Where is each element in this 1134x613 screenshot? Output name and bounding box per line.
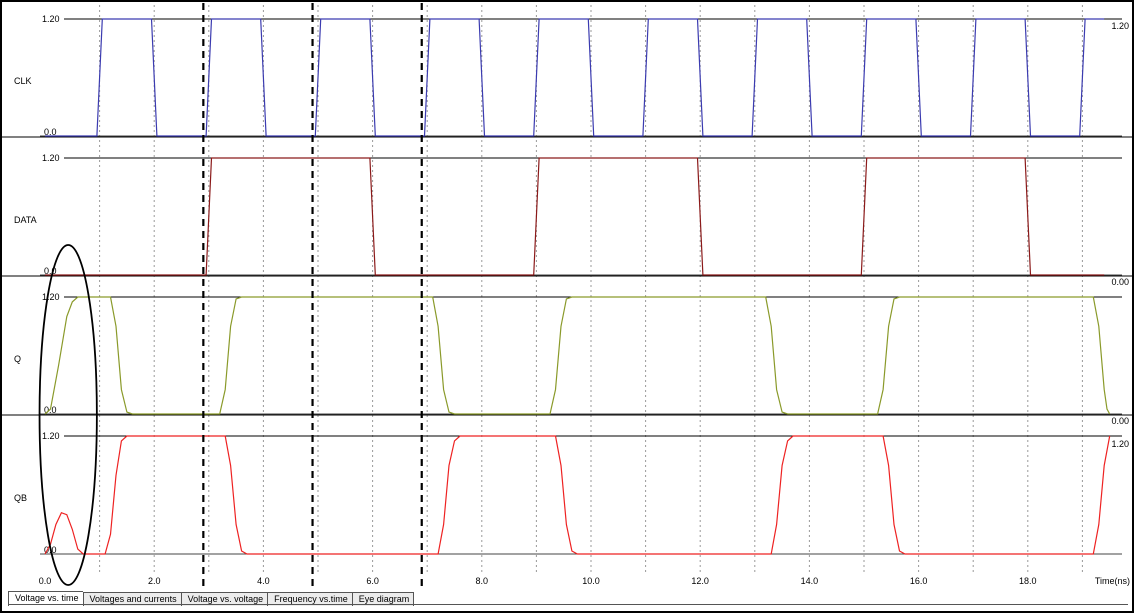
tab-voltages-and-currents[interactable]: Voltages and currents bbox=[82, 592, 181, 606]
clk-ymin-label: 0.0 bbox=[44, 127, 57, 137]
panel-q: 1.200.00.00Q bbox=[14, 292, 1129, 426]
qb-ymax-label: 1.20 bbox=[42, 431, 60, 441]
x-tick-label: 4.0 bbox=[257, 576, 270, 586]
tab-voltage-vs-time[interactable]: Voltage vs. time bbox=[8, 591, 83, 606]
x-tick-label: 0.0 bbox=[39, 576, 52, 586]
highlight-ellipse bbox=[38, 244, 98, 586]
tab-eye-diagram[interactable]: Eye diagram bbox=[351, 592, 415, 606]
panel-clk: 1.20 0.0 1.20 CLK bbox=[14, 14, 1129, 137]
tab-frequency-vs-time[interactable]: Frequency vs.time bbox=[267, 592, 352, 606]
data-value-label: 0.00 bbox=[1111, 277, 1129, 287]
data-ymax-label: 1.20 bbox=[42, 153, 60, 163]
signal-name-q: Q bbox=[14, 354, 21, 364]
q-value-label: 0.00 bbox=[1111, 416, 1129, 426]
tab-bar: Voltage vs. time Voltages and currents Vol… bbox=[8, 590, 415, 606]
x-tick-label: 18.0 bbox=[1019, 576, 1037, 586]
clk-ymax-label: 1.20 bbox=[42, 14, 60, 24]
signal-name-clk: CLK bbox=[14, 76, 32, 86]
signal-name-qb: QB bbox=[14, 493, 27, 503]
waveform-data bbox=[45, 157, 1105, 276]
x-tick-label: 12.0 bbox=[691, 576, 709, 586]
tab-bar-baseline bbox=[8, 604, 1128, 605]
x-axis-label: Time(ns) bbox=[1095, 576, 1130, 586]
waveform-q bbox=[44, 296, 1111, 415]
x-tick-label: 10.0 bbox=[582, 576, 600, 586]
signal-name-data: DATA bbox=[14, 215, 37, 225]
tab-voltage-vs-voltage[interactable]: Voltage vs. voltage bbox=[180, 592, 268, 606]
clk-value-label: 1.20 bbox=[1111, 21, 1129, 31]
x-tick-label: 16.0 bbox=[910, 576, 928, 586]
q-ymax-label: 1.20 bbox=[42, 292, 60, 302]
waveform-clk bbox=[45, 18, 1105, 137]
x-tick-label: 6.0 bbox=[366, 576, 379, 586]
data-ymin-label: 0.0 bbox=[44, 266, 57, 276]
x-tick-label: 8.0 bbox=[476, 576, 489, 586]
qb-value-label: 1.20 bbox=[1111, 439, 1129, 449]
waveform-qb bbox=[44, 435, 1111, 555]
x-tick-label: 2.0 bbox=[148, 576, 161, 586]
x-tick-label: 14.0 bbox=[801, 576, 819, 586]
panel-data: 1.20 0.0 0.00 DATA bbox=[14, 153, 1129, 287]
